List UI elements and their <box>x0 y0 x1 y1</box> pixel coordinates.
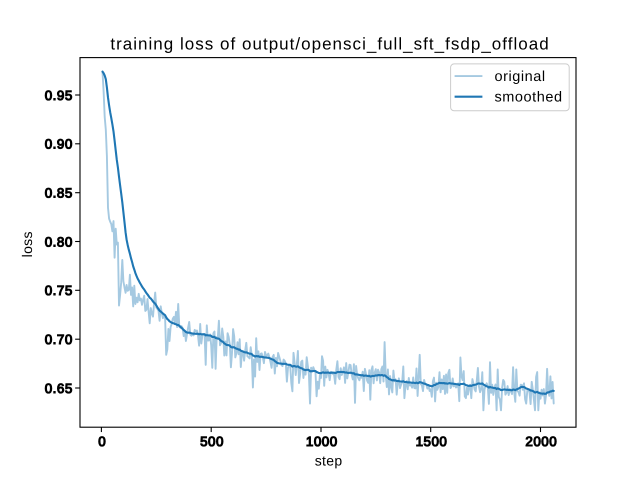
svg-text:original: original <box>495 69 546 85</box>
svg-text:0.85: 0.85 <box>45 186 73 201</box>
svg-text:0.90: 0.90 <box>45 137 73 152</box>
svg-text:500: 500 <box>200 434 224 449</box>
svg-text:1500: 1500 <box>416 434 448 449</box>
svg-text:smoothed: smoothed <box>495 90 563 106</box>
svg-text:2000: 2000 <box>525 434 557 449</box>
svg-text:0.95: 0.95 <box>45 88 73 103</box>
svg-text:0.65: 0.65 <box>45 381 73 396</box>
svg-text:training loss of output/opensc: training loss of output/opensci_full_sft… <box>110 35 549 54</box>
svg-text:0.80: 0.80 <box>45 234 73 249</box>
svg-text:1000: 1000 <box>306 434 338 449</box>
svg-text:step: step <box>315 453 343 469</box>
svg-text:0: 0 <box>98 434 106 449</box>
svg-text:loss: loss <box>19 231 35 257</box>
svg-text:0.75: 0.75 <box>45 283 73 298</box>
svg-text:0.70: 0.70 <box>45 332 73 347</box>
